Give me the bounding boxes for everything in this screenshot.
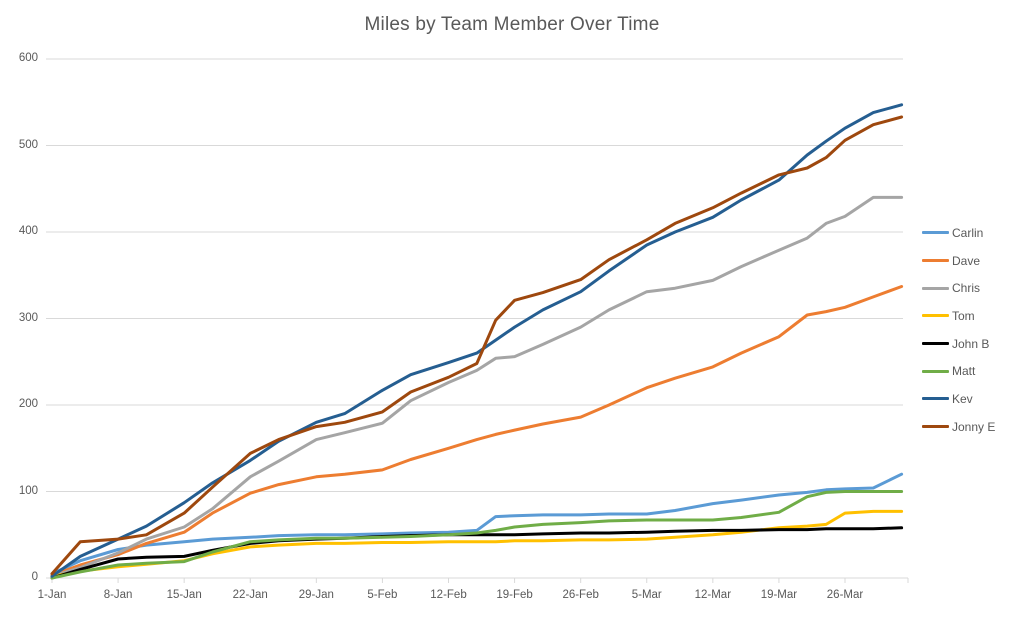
y-axis-label-500: 500 (18, 138, 38, 151)
x-axis-label-26-Mar: 26-Mar (826, 589, 864, 601)
series-line-john-b[interactable] (50, 526, 904, 580)
legend-label: Chris (952, 281, 981, 296)
legend-line-swatch (922, 231, 949, 235)
legend-item-john-b[interactable]: John B (922, 330, 995, 358)
legend-line-swatch (922, 397, 949, 401)
x-axis-label-22-Jan: 22-Jan (232, 589, 268, 601)
y-axis-label-600: 600 (18, 52, 38, 64)
legend-line-swatch (922, 425, 949, 429)
x-axis-label-12-Feb: 12-Feb (430, 589, 467, 601)
x-axis-label-5-Mar: 5-Mar (631, 589, 662, 601)
legend-item-jonny-e[interactable]: Jonny E (922, 413, 995, 441)
legend-line-swatch (922, 369, 949, 373)
legend-label: Matt (952, 364, 976, 379)
chart-legend: Carlin Dave Chris Tom John B Matt Kev Jonny E (922, 219, 995, 441)
x-axis-label-19-Mar: 19-Mar (760, 589, 798, 601)
legend-line-swatch (922, 314, 949, 318)
series-line-dave[interactable] (50, 285, 904, 577)
legend-item-dave[interactable]: Dave (922, 247, 995, 275)
series-line-matt[interactable] (50, 490, 904, 580)
series-line-jonny-e[interactable] (50, 115, 904, 576)
x-axis-label-12-Mar: 12-Mar (694, 589, 732, 601)
legend-label: John B (952, 336, 990, 351)
x-axis-label-19-Feb: 19-Feb (496, 589, 533, 601)
legend-item-matt[interactable]: Matt (922, 357, 995, 385)
x-axis-label-8-Jan: 8-Jan (103, 589, 133, 601)
x-axis-label-5-Feb: 5-Feb (367, 589, 398, 601)
legend-item-kev[interactable]: Kev (922, 385, 995, 413)
legend-label: Kev (952, 391, 973, 406)
legend-label: Dave (952, 253, 981, 268)
x-axis-label-15-Jan: 15-Jan (166, 589, 202, 601)
legend-line-swatch (922, 342, 949, 346)
x-axis-label-29-Jan: 29-Jan (298, 589, 334, 601)
y-axis-label-0: 0 (31, 571, 38, 583)
legend-item-chris[interactable]: Chris (922, 274, 995, 302)
series-line-chris[interactable] (50, 195, 904, 578)
legend-item-carlin[interactable]: Carlin (922, 219, 995, 247)
legend-label: Jonny E (952, 419, 996, 434)
series-line-carlin[interactable] (50, 472, 904, 576)
y-axis-label-100: 100 (18, 484, 38, 497)
y-axis-label-300: 300 (18, 311, 38, 324)
x-axis-label-26-Feb: 26-Feb (562, 589, 599, 601)
y-axis-label-400: 400 (18, 225, 38, 237)
y-axis-label-200: 200 (18, 398, 38, 410)
series-line-tom[interactable] (50, 509, 904, 578)
legend-label: Tom (952, 308, 975, 323)
chart-title: Miles by Team Member Over Time (364, 14, 660, 35)
legend-label: Carlin (952, 225, 984, 240)
legend-line-swatch (922, 286, 949, 290)
legend-item-tom[interactable]: Tom (922, 302, 995, 330)
x-axis-label-1-Jan: 1-Jan (37, 589, 67, 601)
legend-line-swatch (922, 259, 949, 263)
